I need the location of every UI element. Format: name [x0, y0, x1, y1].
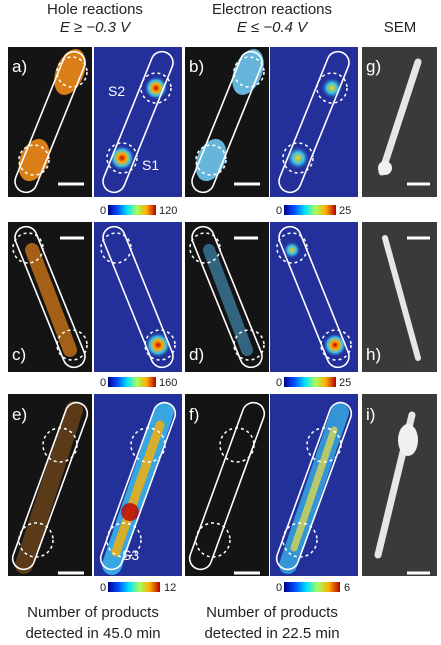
colorbar: [284, 205, 336, 215]
panel-label: g): [366, 57, 381, 76]
panel-label: e): [12, 405, 27, 424]
colorbar: [108, 377, 156, 387]
panel-label: b): [189, 57, 204, 76]
site-label: S3: [122, 547, 139, 563]
colorbar: [108, 582, 160, 592]
column-title: Hole reactions: [47, 1, 143, 18]
panel-label: d): [189, 345, 204, 364]
colorbar-min: 0: [100, 377, 106, 389]
panel-label: i): [366, 405, 375, 424]
colorbar-max: 120: [159, 205, 177, 217]
row-1: a) S2 S1 b) g): [8, 45, 437, 197]
site-label: S2: [108, 83, 125, 99]
signal: [286, 146, 310, 170]
signal: [323, 333, 347, 357]
panel-label: f): [189, 405, 199, 424]
colorbar: [284, 582, 340, 592]
sem-rod: [378, 161, 392, 175]
image-panel: [270, 47, 358, 197]
caption: detected in 45.0 min: [25, 625, 160, 642]
signal: [121, 503, 139, 521]
colorbar: [108, 205, 156, 215]
caption: detected in 22.5 min: [204, 625, 339, 642]
row-3: e) S3 f) i): [8, 394, 437, 576]
colorbar-max: 6: [344, 582, 350, 594]
colorbar-max: 12: [164, 582, 176, 594]
column-condition: E ≤ −0.4 V: [237, 19, 309, 36]
row-2: c) d) h): [8, 222, 437, 372]
colorbar-min: 0: [276, 377, 282, 389]
site-label: S1: [142, 157, 159, 173]
panel-label: h): [366, 345, 381, 364]
figure: Hole reactions E ≥ −0.3 V Electron react…: [0, 0, 441, 645]
colorbar-max: 25: [339, 205, 351, 217]
colorbar-max: 25: [339, 377, 351, 389]
colorbar-max: 160: [159, 377, 177, 389]
image-panel: [94, 47, 182, 197]
panel-label: c): [12, 345, 26, 364]
column-condition: E ≥ −0.3 V: [60, 19, 132, 36]
caption: Number of products: [27, 604, 159, 621]
column-title: Electron reactions: [212, 1, 332, 18]
caption: Number of products: [206, 604, 338, 621]
colorbar: [284, 377, 336, 387]
sem-rod: [398, 424, 418, 456]
colorbar-min: 0: [100, 582, 106, 594]
column-title: SEM: [384, 19, 417, 36]
colorbar-min: 0: [276, 205, 282, 217]
panel-label: a): [12, 57, 27, 76]
colorbar-min: 0: [100, 205, 106, 217]
colorbar-min: 0: [276, 582, 282, 594]
